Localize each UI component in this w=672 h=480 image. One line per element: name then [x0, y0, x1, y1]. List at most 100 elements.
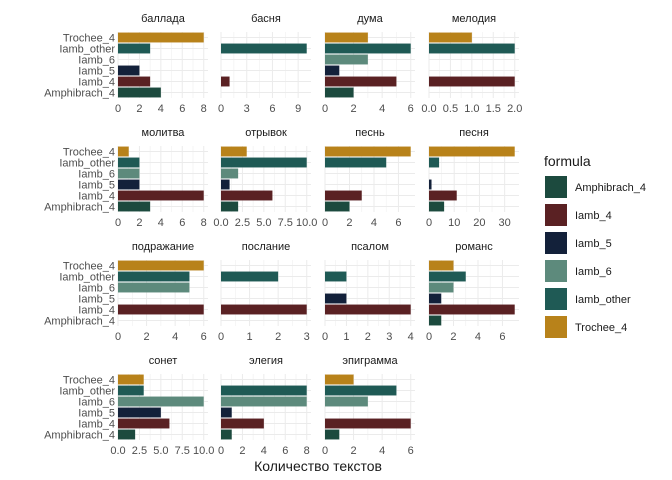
bar-iamb-4: [118, 304, 204, 315]
bar-iamb-other: [221, 43, 307, 54]
y-tick-label: Iamb_other: [59, 44, 115, 56]
panel-title: басня: [251, 13, 281, 25]
panel-title: элегия: [249, 355, 283, 367]
bar-iamb-4: [118, 418, 170, 429]
legend-key-iamb-other: [545, 288, 567, 310]
bar-iamb-other: [325, 385, 397, 396]
legend-label: Iamb_other: [575, 294, 631, 306]
legend-label: Iamb_4: [575, 210, 612, 222]
bar-trochee-4: [325, 32, 368, 43]
panel-title: баллада: [141, 13, 186, 25]
y-tick-label: Trochee_4: [63, 261, 115, 273]
bar-iamb-6: [221, 168, 239, 179]
x-tick-label: 8: [201, 103, 207, 115]
panel-title: молитва: [142, 127, 186, 139]
y-tick-label: Iamb_other: [59, 272, 115, 284]
bar-amphibrach-4: [429, 201, 445, 212]
bar-iamb-5: [118, 407, 161, 418]
y-tick-label: Iamb_6: [78, 283, 115, 295]
x-tick-label: 4: [408, 331, 414, 343]
panel-псалом: псалом 0 1 2 3 4: [322, 241, 415, 343]
bar-iamb-4: [325, 304, 411, 315]
bar-iamb-other: [325, 157, 387, 168]
bar-iamb-4: [325, 418, 411, 429]
x-tick-label: 0: [115, 217, 121, 229]
x-tick-label: 6: [408, 445, 414, 457]
legend-title: formula: [544, 153, 591, 169]
bar-iamb-5: [221, 179, 230, 190]
x-tick-label: 3: [386, 331, 392, 343]
bar-iamb-4: [429, 76, 515, 87]
y-tick-label: Iamb_4: [78, 305, 115, 317]
bar-iamb-4: [429, 190, 457, 201]
x-tick-label: 1.5: [486, 103, 501, 115]
y-tick-label: Iamb_6: [78, 55, 115, 67]
x-tick-label: 2: [365, 331, 371, 343]
y-tick-label: Iamb_other: [59, 158, 115, 170]
x-tick-label: 3: [244, 103, 250, 115]
bar-iamb-other: [429, 43, 515, 54]
x-axis-title: Количество текстов: [254, 458, 382, 474]
x-tick-label: 4: [475, 331, 481, 343]
x-tick-label: 0: [218, 103, 224, 115]
bar-trochee-4: [118, 260, 204, 271]
x-tick-label: 2: [351, 445, 357, 457]
panel-title: романс: [455, 241, 493, 253]
bar-trochee-4: [429, 146, 515, 157]
panel-сонет: сонет 0.0 2.5 5.0 7.5 10.0 Trochee_4Iamb_other…: [44, 355, 214, 457]
x-tick-label: 7.5: [175, 445, 190, 457]
x-tick-label: 0: [218, 445, 224, 457]
panel-дума: дума 0 2 4 6: [322, 13, 415, 115]
legend-key-iamb-5: [545, 232, 567, 254]
y-tick-label: Iamb_6: [78, 169, 115, 181]
bar-iamb-other: [221, 385, 307, 396]
x-tick-label: 0: [218, 331, 224, 343]
x-tick-label: 0: [115, 331, 121, 343]
y-tick-label: Trochee_4: [63, 33, 115, 45]
bar-iamb-other: [325, 43, 411, 54]
bar-amphibrach-4: [325, 201, 350, 212]
legend-key-iamb-4: [545, 204, 567, 226]
bar-trochee-4: [325, 146, 411, 157]
y-tick-label: Amphibrach_4: [44, 202, 115, 214]
y-tick-label: Amphibrach_4: [44, 430, 115, 442]
legend-label: Trochee_4: [575, 322, 627, 334]
panel-отрывок: отрывок 0.0 2.5 5.0 7.5 10.0: [213, 127, 317, 229]
bar-iamb-5: [325, 293, 347, 304]
y-tick-label: Amphibrach_4: [44, 88, 115, 100]
panel-title: послание: [242, 241, 290, 253]
panel-title: мелодия: [452, 13, 496, 25]
x-tick-label: 0: [115, 103, 121, 115]
x-tick-label: 2.5: [132, 445, 147, 457]
panel-элегия: элегия 0 2 4 6 8: [218, 355, 311, 457]
legend-key-amphibrach-4: [545, 176, 567, 198]
x-tick-label: 30: [499, 217, 511, 229]
panel-title: подражание: [132, 241, 194, 253]
y-tick-label: Iamb_5: [78, 294, 115, 306]
bar-trochee-4: [118, 32, 204, 43]
x-tick-label: 6: [395, 217, 401, 229]
x-tick-label: 6: [179, 217, 185, 229]
bar-iamb-other: [118, 157, 140, 168]
y-tick-label: Iamb_5: [78, 180, 115, 192]
bar-trochee-4: [118, 374, 144, 385]
bar-iamb-4: [429, 304, 515, 315]
bar-iamb-5: [118, 65, 140, 76]
legend-key-trochee-4: [545, 316, 567, 338]
bar-iamb-5: [429, 179, 432, 190]
bar-amphibrach-4: [118, 429, 136, 440]
legend: formula Amphibrach_4 Iamb_4 Iamb_5 Iamb_6 Ia…: [544, 153, 646, 338]
legend-label: Iamb_5: [575, 238, 612, 250]
bar-iamb-4: [221, 418, 264, 429]
y-tick-label: Iamb_4: [78, 77, 115, 89]
x-tick-label: 1: [247, 331, 253, 343]
bar-trochee-4: [429, 32, 472, 43]
x-tick-label: 2: [144, 331, 150, 343]
bar-iamb-4: [221, 190, 273, 201]
y-tick-label: Trochee_4: [63, 147, 115, 159]
bar-iamb-4: [118, 76, 151, 87]
panel-title: песня: [459, 127, 489, 139]
